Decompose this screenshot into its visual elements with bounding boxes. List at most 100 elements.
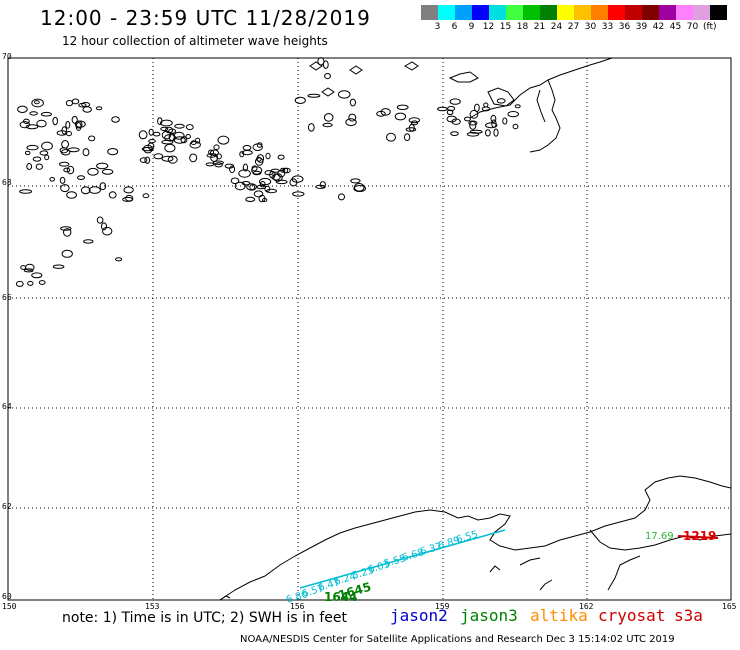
ice-floe — [23, 118, 30, 125]
ice-floe — [307, 123, 315, 132]
legend-tick: 3 — [434, 22, 441, 32]
ice-floe — [39, 150, 49, 156]
ice-floe — [213, 144, 220, 150]
ice-floe — [139, 157, 148, 163]
ice-floe — [216, 153, 222, 160]
ice-floe — [403, 133, 411, 142]
ice-floe — [449, 98, 461, 105]
ice-floe — [277, 154, 285, 160]
ice-floe — [239, 151, 245, 158]
map-title: 12:00 - 23:59 UTC 11/28/2019 — [40, 6, 371, 30]
ice-floe — [82, 148, 90, 157]
ice-floe — [174, 123, 185, 129]
ice-floe — [66, 191, 77, 199]
legend-tick: 70 — [686, 22, 699, 32]
ice-floe — [144, 156, 151, 164]
jason3-pass-label: 1644 — [324, 590, 358, 604]
ice-floe — [394, 112, 407, 121]
ice-floe — [23, 268, 34, 273]
ice-floe — [259, 181, 266, 188]
ice-floe — [253, 190, 264, 198]
ice-floe — [322, 122, 333, 128]
ice-floe — [87, 167, 99, 176]
legend-swatch — [540, 5, 557, 20]
ice-floe — [485, 129, 491, 137]
ice-floe — [275, 179, 288, 185]
ice-floe — [71, 98, 80, 105]
legend-swatch — [642, 5, 659, 20]
ice-floe — [294, 96, 306, 105]
ice-floe — [75, 122, 82, 131]
ice-floe — [65, 121, 71, 129]
ice-floe — [282, 167, 289, 174]
ice-floe — [317, 57, 325, 66]
cryosat-pass-label: 1219 — [683, 529, 717, 543]
ice-floe — [49, 177, 56, 182]
ice-floe — [323, 113, 334, 122]
ice-floes — [15, 57, 521, 287]
ice-floe — [168, 128, 177, 134]
ice-floe — [29, 111, 38, 116]
legend-swatch — [472, 5, 489, 20]
ice-floe — [143, 144, 153, 154]
ice-floe — [277, 169, 286, 178]
legend-tick: 36 — [618, 22, 631, 32]
ice-floe — [26, 144, 39, 151]
ice-floe — [107, 148, 119, 156]
ice-floe — [502, 117, 508, 125]
ice-floe — [446, 109, 454, 116]
ice-floe — [185, 124, 194, 131]
ice-floe — [230, 177, 240, 185]
ice-floe — [62, 228, 72, 237]
ice-floe — [337, 90, 351, 99]
ice-floe — [164, 134, 177, 142]
ice-floe — [157, 117, 163, 125]
legend-tick: 21 — [533, 22, 546, 32]
ice-floe — [490, 114, 497, 123]
ice-floe — [161, 130, 172, 140]
ice-floe — [32, 156, 42, 162]
ice-floe — [217, 135, 230, 145]
ice-floe — [469, 109, 479, 119]
ice-floe — [35, 163, 43, 170]
mission-s3a: s3a — [674, 606, 703, 625]
ice-floe — [40, 111, 52, 117]
ice-floe — [31, 272, 43, 279]
map-frame — [7, 57, 732, 601]
graticule — [8, 58, 731, 600]
ice-floe — [405, 127, 417, 132]
ice-floe — [58, 161, 70, 167]
ice-floe — [111, 116, 120, 123]
ice-floe — [161, 139, 174, 145]
ice-floe — [229, 165, 236, 174]
ice-floe — [19, 189, 33, 194]
ice-floe — [338, 193, 345, 201]
ice-floe — [95, 106, 103, 111]
ice-floe — [242, 163, 248, 172]
ice-floe — [59, 176, 66, 184]
ice-floe — [234, 181, 246, 191]
legend-tick: 6 — [451, 22, 458, 32]
ice-floe — [264, 185, 271, 192]
legend-tick: 45 — [669, 22, 682, 32]
ice-floe — [324, 73, 331, 80]
ice-floe — [66, 131, 72, 137]
ice-floe — [61, 140, 69, 149]
ice-floe — [142, 193, 150, 199]
ice-floe — [63, 167, 71, 173]
legend-tick: 24 — [550, 22, 563, 32]
ice-floe — [108, 191, 117, 199]
lon-label: 162 — [579, 602, 594, 611]
ice-floe — [83, 239, 94, 244]
ice-floe — [238, 169, 251, 178]
legend-swatch — [625, 5, 642, 20]
ice-floe — [60, 226, 72, 231]
ice-floe — [214, 162, 223, 168]
ice-floe — [24, 150, 31, 156]
ice-floe — [82, 106, 92, 113]
ice-floe — [20, 265, 27, 270]
ice-floe — [77, 175, 85, 181]
ice-floe — [74, 120, 86, 128]
ice-floe — [161, 155, 174, 162]
